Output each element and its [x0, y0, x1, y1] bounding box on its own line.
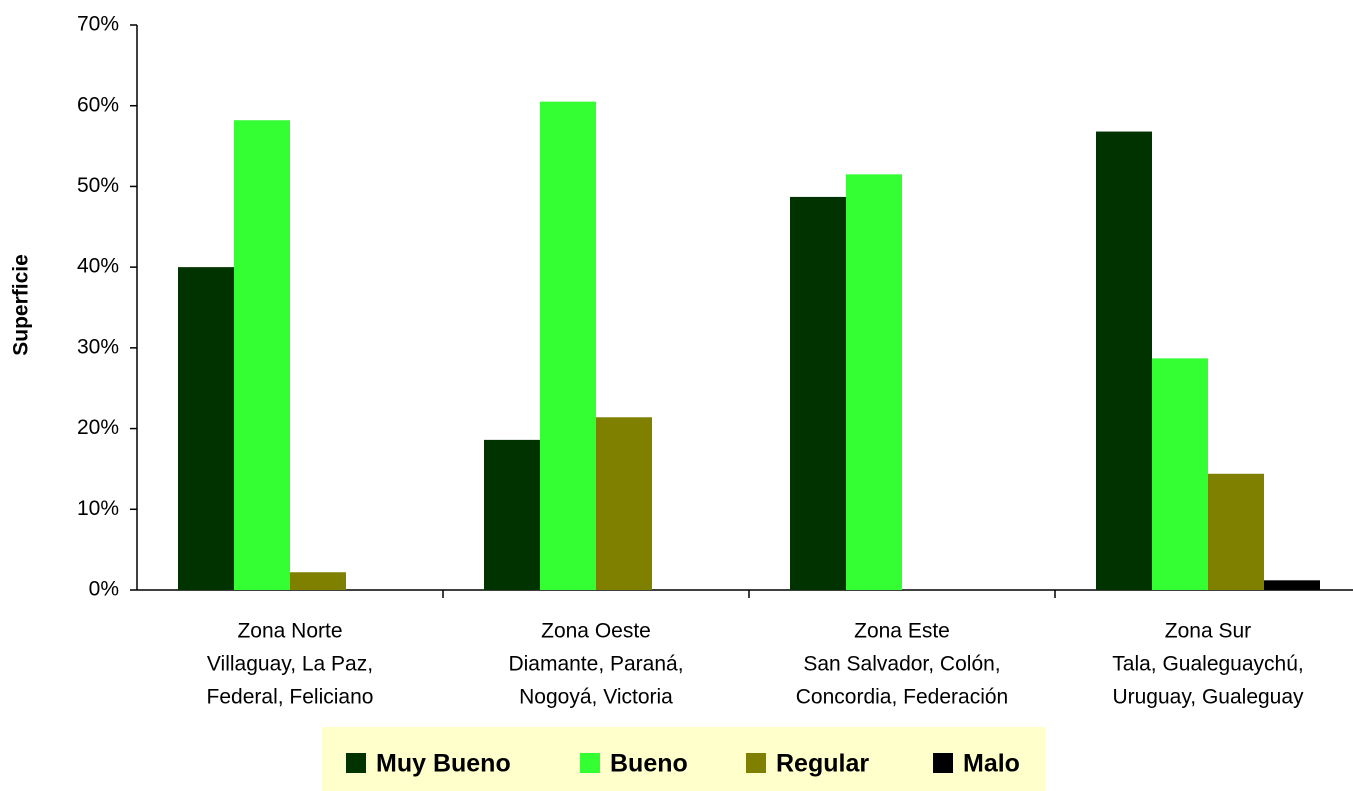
legend-swatch: [746, 753, 766, 773]
x-tick-label: Villaguay, La Paz,: [207, 653, 373, 676]
y-tick-label: 20%: [77, 416, 119, 439]
y-tick-label: 10%: [77, 497, 119, 520]
legend-swatch: [580, 753, 600, 773]
x-tick-label: Zona Oeste: [541, 620, 651, 643]
x-tick-label: San Salvador, Colón,: [803, 653, 1000, 676]
x-tick-label: Zona Sur: [1165, 620, 1251, 643]
legend-label: Regular: [776, 750, 869, 778]
bar: [234, 120, 290, 590]
legend-label: Bueno: [610, 750, 688, 778]
legend-swatch: [346, 753, 366, 773]
x-tick-label: Nogoyá, Victoria: [519, 686, 673, 709]
bar: [1208, 473, 1264, 590]
x-tick-label: Federal, Feliciano: [207, 686, 374, 709]
legend-label: Malo: [963, 750, 1020, 778]
bar: [178, 267, 234, 590]
bar: [846, 174, 902, 591]
bar: [790, 196, 846, 590]
x-tick-label: Uruguay, Gualeguay: [1112, 686, 1304, 709]
x-tick-label: Concordia, Federación: [796, 686, 1008, 709]
y-tick-label: 30%: [77, 335, 119, 358]
y-tick-label: 50%: [77, 174, 119, 197]
bar: [1096, 131, 1152, 591]
y-tick-label: 0%: [89, 578, 119, 601]
y-axis-label: Superficie: [10, 254, 33, 356]
legend-box: [322, 727, 1045, 791]
x-tick-label: Diamante, Paraná,: [508, 653, 683, 676]
y-tick-label: 70%: [77, 13, 119, 36]
legend-swatch: [933, 753, 953, 773]
x-tick-label: Zona Este: [854, 620, 950, 643]
bar: [1152, 358, 1208, 590]
bar: [1264, 580, 1320, 590]
bar: [596, 417, 652, 590]
bar: [290, 572, 346, 590]
bar: [540, 101, 596, 590]
x-tick-label: Zona Norte: [237, 620, 342, 643]
legend-label: Muy Bueno: [376, 750, 511, 778]
y-tick-label: 60%: [77, 93, 119, 116]
x-tick-label: Tala, Gualeguaychú,: [1112, 653, 1303, 676]
bar: [484, 439, 540, 590]
y-tick-label: 40%: [77, 255, 119, 278]
